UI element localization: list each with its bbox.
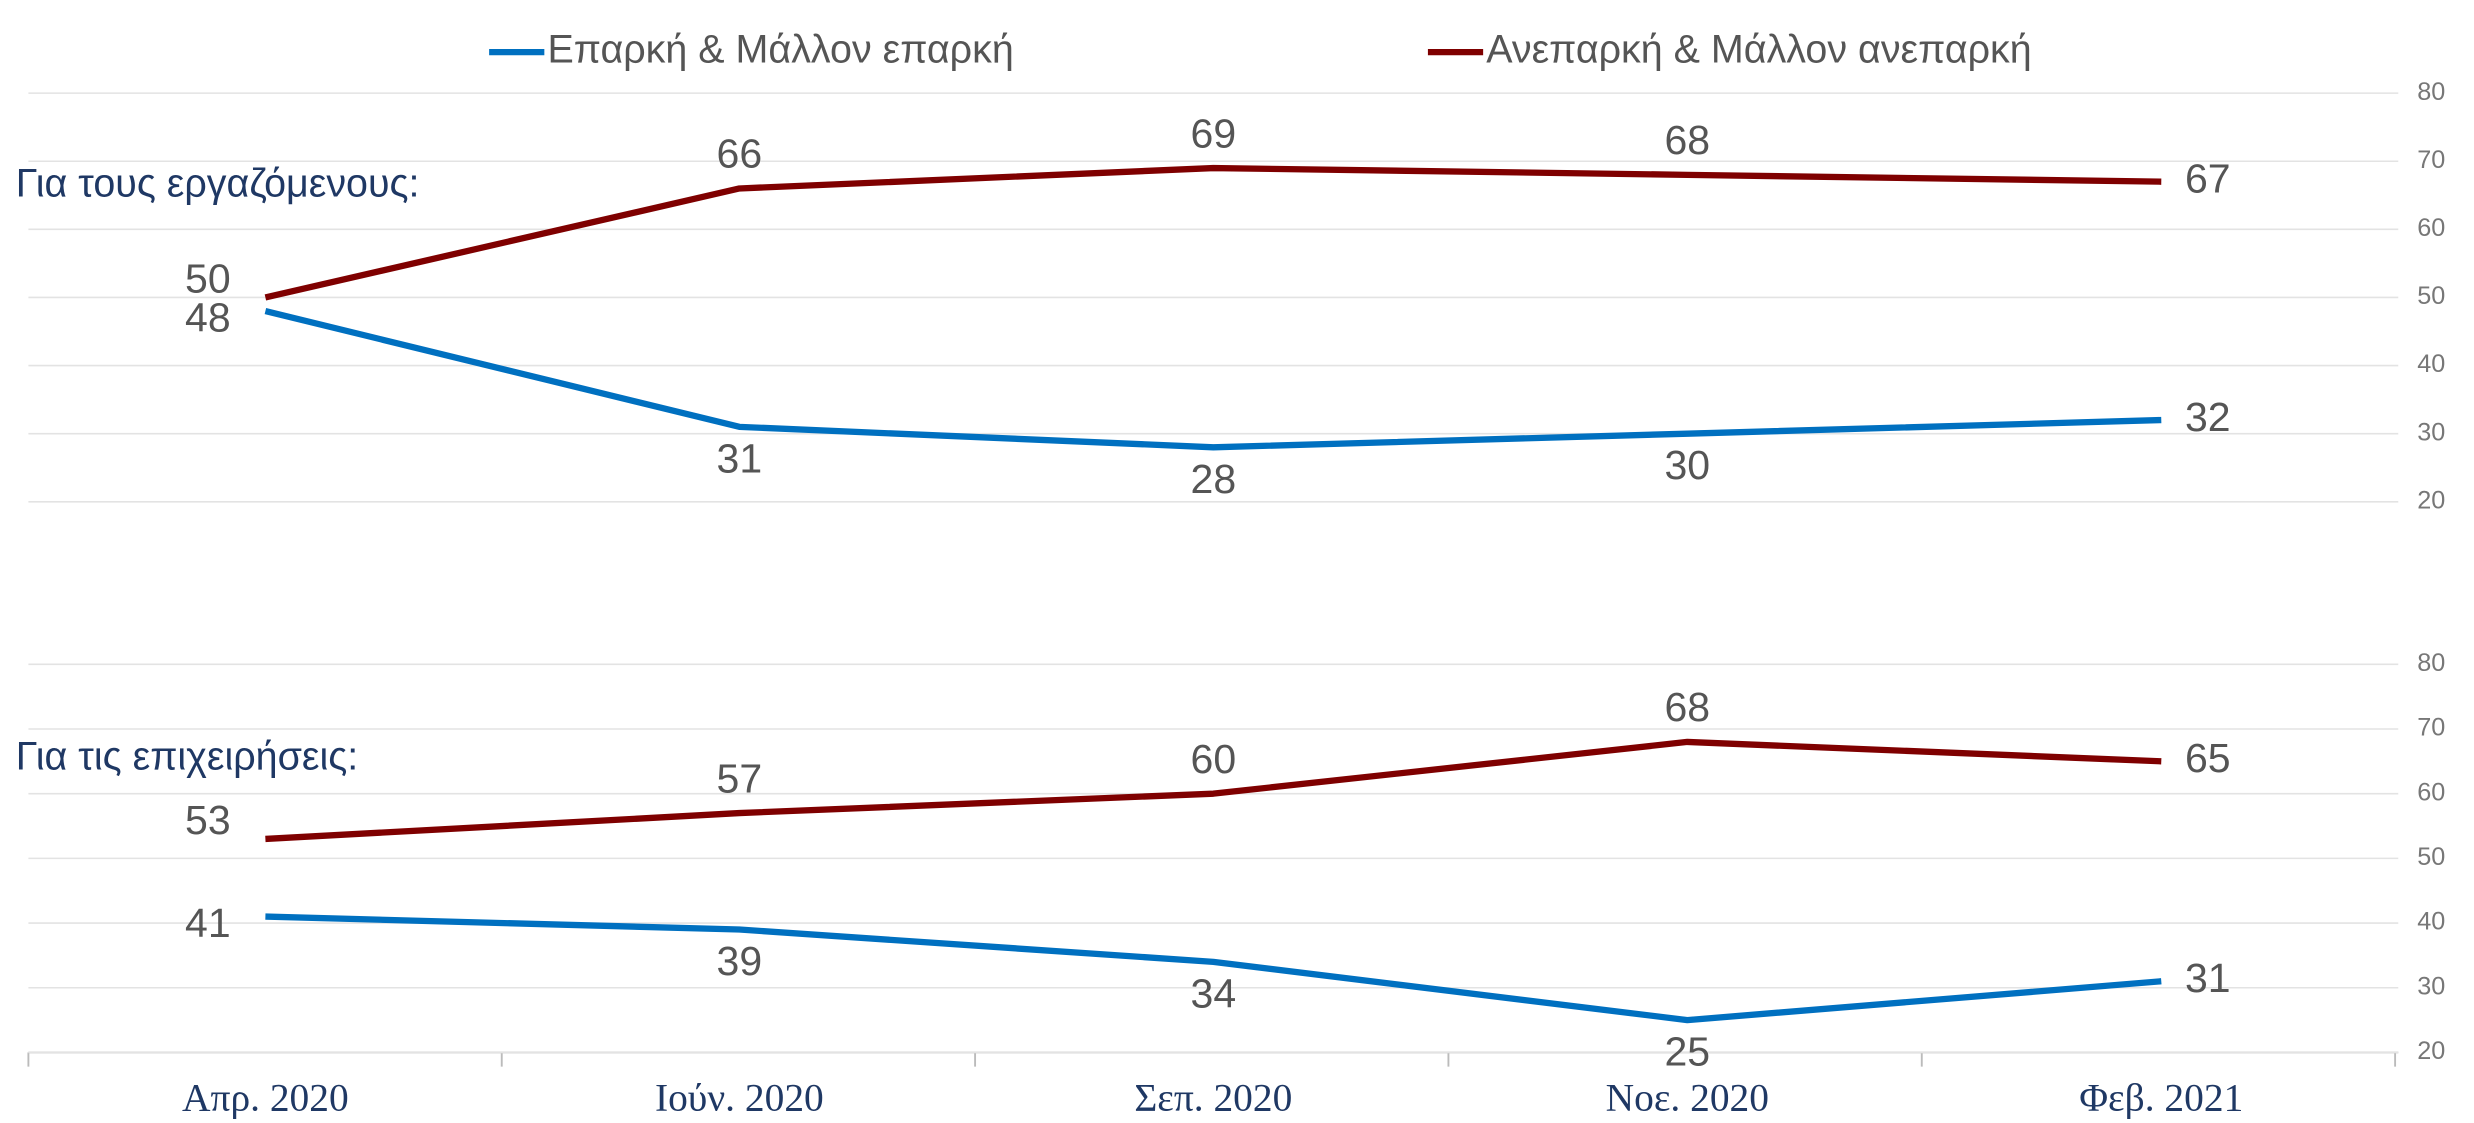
series-line	[264, 164, 2162, 301]
y-tick-label: 60	[2417, 214, 2445, 242]
y-tick-label: 30	[2417, 972, 2445, 1000]
x-tick-label: Απρ. 2020	[182, 1075, 349, 1119]
y-tick-label: 80	[2417, 78, 2445, 106]
data-label: 57	[717, 755, 763, 801]
data-label: 53	[185, 797, 231, 843]
legend-label: Επαρκή & Μάλλον επαρκή	[547, 28, 1013, 72]
legend-label: Ανεπαρκή & Μάλλον ανεπαρκή	[1486, 28, 2031, 72]
data-label: 50	[185, 256, 231, 302]
data-label: 66	[717, 131, 763, 177]
x-axis-ticks	[27, 1052, 2397, 1067]
y-tick-label: 20	[2417, 486, 2445, 514]
data-label: 31	[717, 435, 763, 481]
x-tick-label: Σεπ. 2020	[1134, 1075, 1292, 1119]
y-tick-label: 80	[2417, 649, 2445, 677]
data-label: 65	[2185, 735, 2231, 781]
y-tick-label: 40	[2417, 350, 2445, 378]
data-label: 68	[1664, 684, 1710, 730]
y-tick-label: 70	[2417, 714, 2445, 742]
y-tick-label: 50	[2417, 843, 2445, 871]
data-label: 67	[2185, 155, 2231, 201]
x-tick-label: Νοε. 2020	[1606, 1075, 1769, 1119]
y-tick-label: 60	[2417, 778, 2445, 806]
y-tick-label: 70	[2417, 146, 2445, 174]
y-tick-label: 20	[2417, 1037, 2445, 1065]
chart-subtitle: Για τους εργαζόμενους:	[16, 162, 420, 206]
data-label: 41	[185, 900, 231, 946]
x-tick-label: Φεβ. 2021	[2079, 1075, 2243, 1119]
data-label: 69	[1191, 110, 1237, 156]
series-line	[265, 913, 2162, 1024]
data-label: 25	[1664, 1029, 1710, 1075]
data-label: 30	[1664, 442, 1710, 488]
data-label: 28	[1191, 456, 1237, 502]
data-label: 60	[1191, 736, 1237, 782]
y-tick-label: 40	[2417, 908, 2445, 936]
data-label: 34	[1191, 970, 1237, 1016]
y-tick-label: 30	[2417, 418, 2445, 446]
data-label: 31	[2185, 955, 2231, 1001]
data-label: 39	[717, 938, 763, 984]
chart-subtitle: Για τις επιχειρήσεις:	[16, 734, 358, 778]
x-tick-label: Ιούν. 2020	[655, 1075, 824, 1119]
data-label: 48	[185, 294, 231, 340]
series-line	[264, 308, 2162, 451]
data-label: 32	[2185, 394, 2231, 440]
y-tick-label: 50	[2417, 282, 2445, 310]
series-line	[265, 738, 2162, 843]
data-label: 68	[1664, 117, 1710, 163]
